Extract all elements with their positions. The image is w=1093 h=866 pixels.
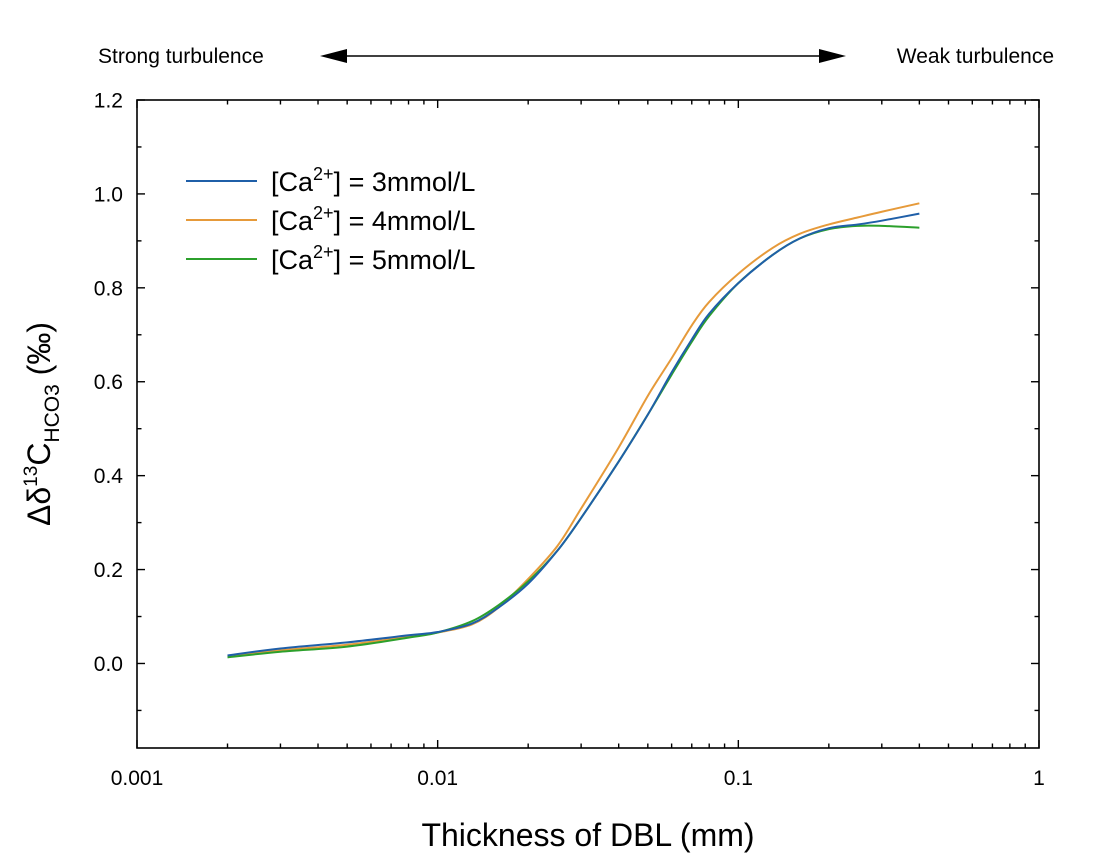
y-tick-label: 0.0: [94, 653, 123, 676]
series-line-2: [227, 202, 920, 658]
x-tick-label: 0.01: [417, 767, 458, 790]
y-tick-labels: 0.0 0.2 0.4 0.6 0.8 1.0 1.2: [94, 90, 124, 676]
series-line-3: [227, 224, 920, 659]
plot-frame: [136, 99, 1040, 749]
annotation-arrow-left-head: [320, 49, 347, 63]
legend-label-2: [Ca2+] = 4mmol/L: [271, 203, 475, 236]
y-axis-label-sub: HCO3: [41, 384, 64, 442]
x-tick-labels: 0.001 0.01 0.1 1: [111, 767, 1045, 790]
series-layer: [227, 202, 920, 659]
y-tick-label: 0.4: [94, 465, 124, 488]
y-tick-label: 1.0: [94, 183, 123, 206]
y-tick-label: 0.8: [94, 277, 123, 300]
y-axis-label-prefix: Δδ: [21, 487, 57, 526]
legend: [Ca2+] = 3mmol/L [Ca2+] = 4mmol/L [Ca2+] =…: [186, 164, 475, 275]
annotation-arrow-right-head: [819, 49, 846, 63]
y-axis-label: Δδ13CHCO3 (‰): [21, 322, 64, 526]
legend-label-3: [Ca2+] = 5mmol/L: [271, 242, 475, 275]
y-tick-label: 0.6: [94, 371, 123, 394]
annotation-weak-turbulence: Weak turbulence: [897, 45, 1054, 68]
y-tick-label: 0.2: [94, 559, 123, 582]
x-tick-label: 0.1: [724, 767, 753, 790]
y-tick-label: 1.2: [94, 90, 123, 113]
series-line-1: [227, 212, 920, 657]
y-axis-label-unit: (‰): [21, 322, 57, 384]
legend-label-1: [Ca2+] = 3mmol/L: [271, 164, 475, 197]
y-axis-label-base: C: [21, 443, 57, 466]
x-axis-label: Thickness of DBL (mm): [421, 817, 754, 853]
annotation-strong-turbulence: Strong turbulence: [98, 45, 264, 68]
y-axis-label-sup: 13: [21, 466, 42, 487]
x-tick-label: 1: [1033, 767, 1045, 790]
x-tick-label: 0.001: [111, 767, 164, 790]
